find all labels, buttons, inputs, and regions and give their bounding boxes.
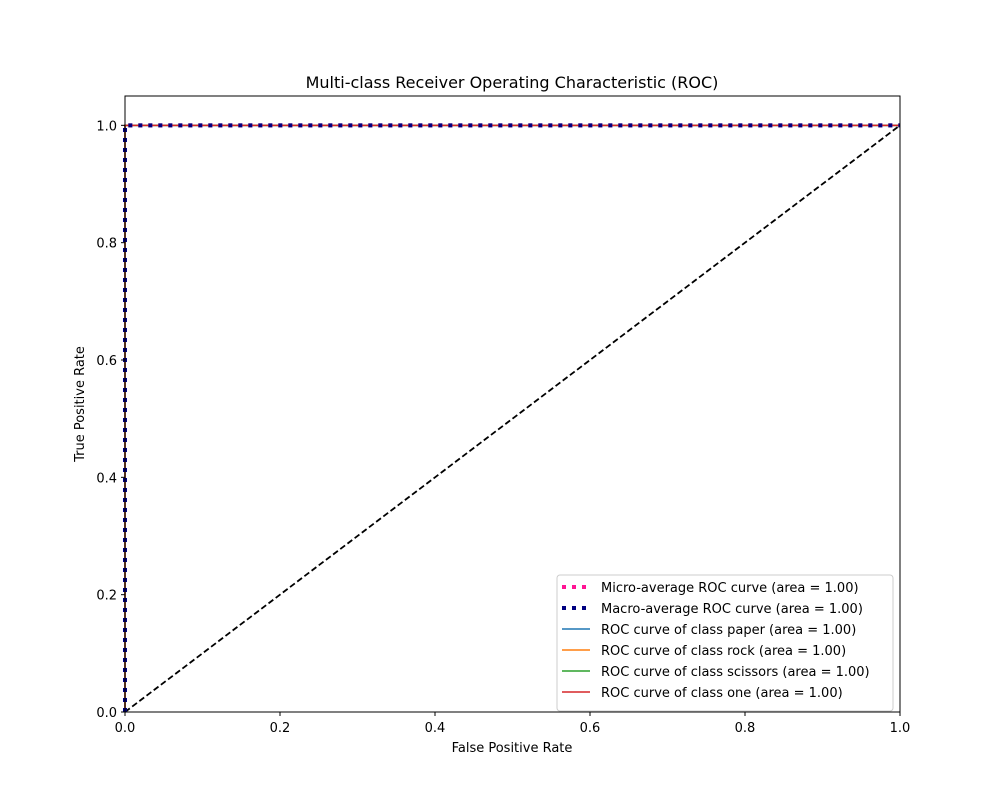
y-tick-label: 0.4 — [96, 471, 117, 486]
x-tick-label: 1.0 — [890, 721, 911, 736]
x-axis-ticks: 0.0 0.2 0.4 0.6 0.8 1.0 — [115, 712, 911, 736]
x-tick-label: 0.8 — [735, 721, 756, 736]
legend-label-roc-curve-of-class-paper-area-1-00: ROC curve of class paper (area = 1.00) — [601, 623, 856, 638]
y-tick-label: 1.0 — [96, 119, 117, 134]
y-axis-ticks: 0.0 0.2 0.4 0.6 0.8 1.0 — [96, 119, 125, 721]
x-tick-label: 0.6 — [580, 721, 601, 736]
x-tick-label: 0.0 — [115, 721, 136, 736]
x-tick-label: 0.2 — [270, 721, 291, 736]
chance-diagonal-line — [124, 124, 901, 713]
chart-title: Multi-class Receiver Operating Character… — [306, 73, 719, 92]
x-axis-label: False Positive Rate — [452, 741, 573, 756]
legend-label-roc-curve-of-class-rock-area-1-00: ROC curve of class rock (area = 1.00) — [601, 644, 846, 659]
y-tick-label: 0.2 — [96, 589, 117, 604]
legend-label-roc-curve-of-class-one-area-1-00: ROC curve of class one (area = 1.00) — [601, 686, 843, 701]
plot-frame — [124, 95, 901, 713]
legend-label-roc-curve-of-class-scissors-area-1-00: ROC curve of class scissors (area = 1.00… — [601, 665, 870, 680]
y-tick-label: 0.0 — [96, 706, 117, 721]
y-tick-label: 0.6 — [96, 354, 117, 369]
legend-label-micro-average-roc-curve-area-1-00: Micro-average ROC curve (area = 1.00) — [601, 581, 859, 596]
legend-box — [556, 574, 894, 712]
y-tick-label: 0.8 — [96, 237, 117, 252]
x-tick-label: 0.4 — [425, 721, 446, 736]
legend-label-macro-average-roc-curve-area-1-00: Macro-average ROC curve (area = 1.00) — [601, 602, 863, 617]
series-line-macro-average-roc-curve-area-1-00 — [123, 123, 900, 712]
y-axis-label: True Positive Rate — [73, 346, 88, 463]
legend: Micro-average ROC curve (area = 1.00) Mac… — [556, 574, 894, 712]
